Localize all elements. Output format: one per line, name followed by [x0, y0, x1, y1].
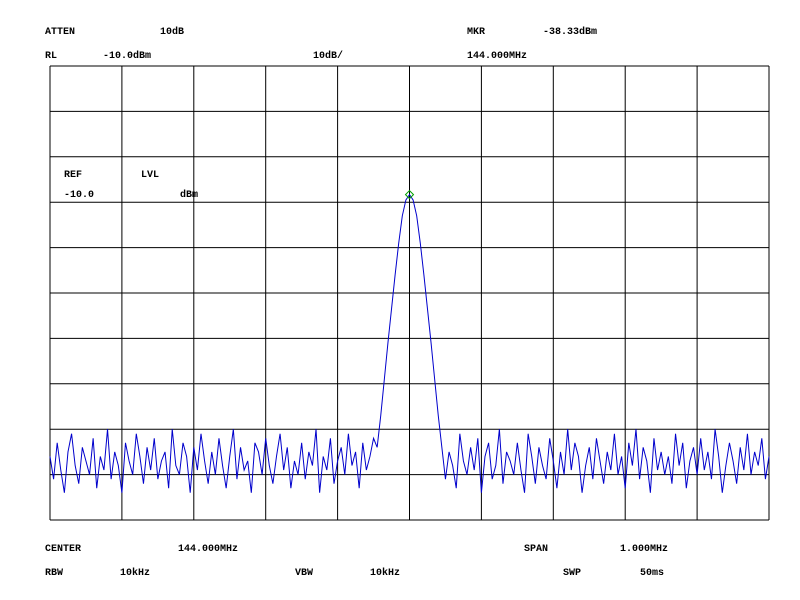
label: 10kHz: [370, 567, 400, 579]
trace: [49, 193, 770, 493]
label: VBW: [295, 568, 313, 579]
label: -10.0: [64, 190, 94, 201]
label: -38.33dBm: [543, 26, 597, 38]
label: 10kHz: [120, 567, 150, 579]
label: ATTEN: [45, 27, 75, 38]
label: -10.0dBm: [103, 50, 151, 62]
label: 1.000MHz: [620, 544, 668, 555]
label: MKR: [467, 27, 485, 38]
label: RBW: [45, 568, 63, 579]
label: SWP: [563, 568, 581, 579]
label: REF: [64, 170, 82, 181]
label: RL: [45, 51, 57, 62]
label: 144.000MHz: [467, 51, 527, 62]
label: 144.000MHz: [178, 544, 238, 555]
label: 50ms: [640, 568, 664, 579]
label: LVL: [141, 170, 159, 181]
label: CENTER: [45, 544, 81, 555]
marker: [404, 189, 415, 200]
label: 10dB: [160, 26, 184, 38]
label: 10dB/: [313, 50, 343, 62]
label: dBm: [180, 189, 198, 201]
label: SPAN: [524, 544, 548, 555]
